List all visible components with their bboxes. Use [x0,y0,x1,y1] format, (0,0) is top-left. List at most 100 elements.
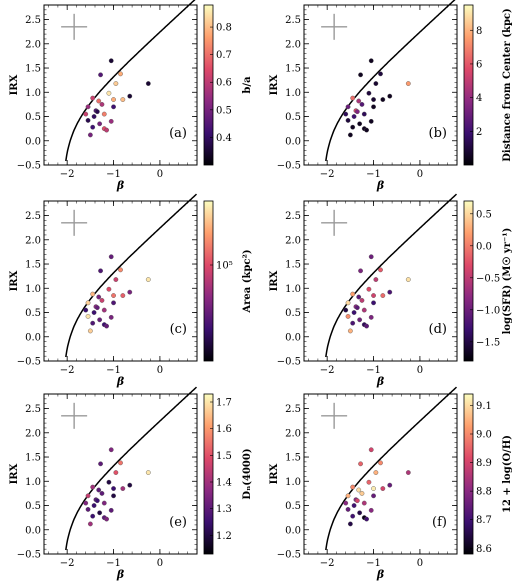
data-point [98,72,103,78]
data-point [97,317,103,323]
data-point [108,118,114,124]
y-tick-label: −0.5 [17,550,41,561]
y-tick-label: 0.5 [25,501,41,512]
data-point [357,121,363,127]
data-point [350,484,356,490]
data-point [357,510,363,516]
data-point [368,118,374,124]
data-point [380,486,386,491]
colorbar-tick-label: 1.6 [216,424,232,435]
data-point [118,460,123,466]
data-point [364,127,369,133]
y-tick-label: 0.5 [285,501,301,512]
data-point [361,500,367,506]
data-point [347,521,353,527]
data-point [350,95,356,101]
y-tick-label: 2.5 [25,15,41,26]
y-tick-label: 2.0 [285,428,301,439]
y-tick-label: 2.0 [285,39,301,50]
data-point [366,90,372,96]
data-point [343,500,349,506]
panel-label: (a) [169,126,187,141]
colorbar-tick-label: 8.7 [476,515,492,526]
data-point [96,294,102,300]
colorbar-tick-label: 8 [476,26,482,37]
data-point [94,109,100,115]
data-point [357,317,363,323]
data-point [108,58,114,64]
x-axis-label: β [376,179,385,192]
colorbar [203,4,214,166]
plot-frame [303,393,458,555]
x-tick-label: 0 [157,169,163,180]
data-point [356,294,362,300]
colorbar [203,393,214,555]
data-point [104,127,109,133]
data-point [345,300,351,306]
data-point [356,98,362,104]
y-tick-label: 2.5 [285,211,301,222]
data-point [101,307,107,313]
colorbar-tick-label: 0.0 [476,241,492,252]
data-point [371,293,376,298]
colorbar-tick-label: −1.5 [476,337,500,348]
data-point [368,254,374,260]
data-point [108,314,114,320]
data-point [405,470,411,475]
data-point [351,310,357,315]
y-axis-label: IRX [9,463,20,484]
y-tick-label: 1.5 [25,260,41,271]
data-point [359,490,365,496]
plot-frame [303,4,458,166]
data-point [96,487,102,493]
colorbar-tick-label: −0.5 [476,273,500,284]
data-point [111,300,116,306]
data-point [347,132,353,138]
data-point [345,117,351,123]
y-tick-label: 2.5 [285,404,301,415]
y-tick-label: −0.5 [17,357,41,368]
x-tick-label: −1 [106,169,121,180]
y-tick-label: 0.5 [25,308,41,319]
data-point [104,323,109,329]
data-point [387,289,393,295]
x-tick-label: 0 [417,558,423,569]
y-tick-label: 1.0 [285,88,301,99]
x-axis-label: β [116,375,125,388]
data-point [345,493,351,499]
data-point [373,470,379,475]
data-point [113,470,119,475]
y-tick-label: 0.0 [25,525,41,536]
x-tick-label: 0 [157,558,163,569]
data-point [108,447,114,453]
colorbar [203,200,214,362]
data-point [98,268,103,274]
data-point [91,310,97,315]
data-point [387,93,393,99]
data-point [354,305,360,311]
y-tick-label: 1.5 [285,64,301,75]
y-tick-label: 0.0 [25,136,41,147]
data-point [106,479,112,485]
data-point [145,81,151,86]
data-point [96,98,102,104]
x-tick-label: 0 [417,169,423,180]
data-point [99,297,105,303]
data-point [98,461,103,467]
data-point [356,487,362,493]
panel-label: (d) [429,322,447,337]
x-tick-label: −1 [366,558,381,569]
colorbar-tick-label: 0.4 [216,133,232,144]
y-tick-label: 1.5 [285,453,301,464]
y-tick-label: 2.0 [285,235,301,246]
data-point [85,117,91,123]
data-point [354,109,360,115]
panel-e: −0.5 0.0 0.5 1.0 1.5 2.0 2.5 −2 −1 0 β IRX (e) 1.2 1.3… [9,386,253,581]
data-point [350,124,356,130]
data-point [358,72,363,78]
plot-frame [43,393,198,555]
colorbar-label: Dₙ(4000) [242,448,253,499]
data-point [106,286,112,292]
y-tick-label: 1.0 [25,284,41,295]
